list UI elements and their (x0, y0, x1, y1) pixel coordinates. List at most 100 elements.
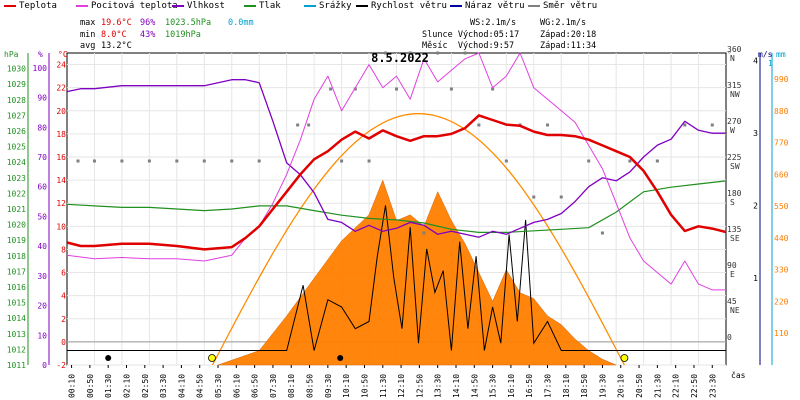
wind-direction-point (477, 123, 481, 127)
pct-tick: 60 (37, 183, 47, 192)
stat-min-temp: 8.0°C (101, 30, 127, 40)
degc-tick: 4 (61, 292, 66, 301)
stat-moonrise: Měsíc Východ:9:57 (422, 41, 515, 51)
degc-tick: 18 (56, 130, 66, 139)
time-tick: 22:50 (690, 374, 699, 398)
pct-axis-label: % (38, 50, 43, 59)
degc-tick: 14 (56, 176, 66, 185)
wind-direction-point (436, 51, 440, 55)
wind-direction-point (384, 51, 388, 55)
stat-ws: WS:2.1m/s (470, 18, 517, 28)
pct-tick: 30 (37, 272, 47, 281)
time-tick: 06:10 (232, 374, 241, 398)
degc-tick: 24 (56, 61, 66, 70)
legend-item-3: Tlak (244, 1, 281, 13)
dir-tick-deg: 135 (727, 225, 742, 234)
series-humidity (66, 79, 726, 238)
legend-item-2: Vlhkost (172, 1, 225, 13)
stat-avg-label: avg (80, 41, 96, 51)
dir-tick-deg: 0 (727, 333, 732, 342)
time-tick: 05:30 (214, 374, 223, 398)
time-tick: 20:50 (635, 374, 644, 398)
degc-axis-label: °C (58, 50, 68, 59)
hpa-tick: 1015 (7, 299, 26, 308)
ms-tick: 4 (753, 56, 758, 65)
legend-swatch (172, 4, 184, 7)
time-tick: 14:10 (452, 374, 461, 398)
stat-max-hum: 96% (140, 18, 156, 28)
stat-sunset: Západ:20:18 (540, 30, 597, 40)
degc-tick: 22 (56, 84, 66, 93)
stat-min-label: min (80, 30, 96, 40)
time-tick: 12:10 (397, 374, 406, 398)
mm-tick: 1 (768, 59, 773, 68)
legend-label: Směr větru (543, 1, 598, 11)
degc-tick: 12 (56, 199, 66, 208)
time-tick: 23:30 (708, 374, 717, 398)
time-tick: 07:30 (269, 374, 278, 398)
legend-swatch (356, 4, 368, 7)
legend-swatch (76, 4, 88, 7)
wind-direction-point (257, 159, 261, 163)
legend-item-6: Náraz větru (450, 1, 525, 13)
stat-sunrise: Slunce Východ:05:17 (422, 30, 520, 40)
time-tick: 17:30 (544, 374, 553, 398)
dir-tick-name: N (730, 54, 735, 63)
dir-tick-deg: 270 (727, 117, 742, 126)
dir-tick-name: NE (730, 306, 740, 315)
time-tick: 00:50 (86, 374, 95, 398)
hpa-tick: 1021 (7, 205, 26, 214)
wind-direction-point (532, 195, 536, 199)
wind-direction-point (600, 231, 604, 235)
wind-direction-point (76, 159, 80, 163)
series-temperature (66, 114, 727, 251)
hpa-tick: 1023 (7, 174, 26, 183)
degc-tick: 0 (61, 338, 66, 347)
hpa-tick: 1019 (7, 236, 26, 245)
pct-tick: 70 (37, 153, 47, 162)
dir-tick-deg: 315 (727, 81, 742, 90)
solar-tick: 770 (774, 139, 789, 148)
stat-avg-temp: 13.2°C (101, 41, 132, 51)
wind-direction-point (422, 231, 426, 235)
legend-item-0: Teplota (4, 1, 57, 13)
time-tick: 18:10 (562, 374, 571, 398)
degc-tick: 8 (61, 245, 66, 254)
time-tick: 15:30 (489, 374, 498, 398)
legend-label: Tlak (259, 1, 281, 11)
dir-tick-name: W (730, 126, 735, 135)
time-tick: 13:30 (434, 374, 443, 398)
solar-tick: 660 (774, 170, 789, 179)
wind-direction-point (504, 159, 508, 163)
time-tick: 04:50 (196, 374, 205, 398)
mm-axis-label: mm (776, 50, 786, 59)
dir-tick-deg: 225 (727, 153, 742, 162)
time-tick: 08:50 (306, 374, 315, 398)
ms-axis-label: m/s (758, 50, 773, 59)
legend-swatch (450, 4, 462, 7)
pct-tick: 40 (37, 242, 47, 251)
legend-label: Rychlost větru (371, 1, 447, 11)
dir-tick-name: SW (730, 162, 740, 171)
pct-tick: 50 (37, 212, 47, 221)
time-tick: 01:30 (104, 374, 113, 398)
pct-tick: 100 (33, 64, 48, 73)
hpa-tick: 1022 (7, 189, 26, 198)
pct-tick: 80 (37, 123, 47, 132)
wind-direction-point (408, 51, 412, 55)
time-tick: 12:50 (415, 374, 424, 398)
stat-wg: WG:2.1m/s (540, 18, 587, 28)
hpa-tick: 1030 (7, 65, 26, 74)
time-tick: 21:30 (653, 374, 662, 398)
wind-direction-point (92, 159, 96, 163)
wind-direction-points (76, 51, 714, 235)
wind-direction-point (147, 159, 151, 163)
hpa-axis-label: hPa (4, 50, 19, 59)
hpa-tick: 1012 (7, 345, 26, 354)
hpa-tick: 1028 (7, 96, 26, 105)
dir-tick-deg: 180 (727, 189, 742, 198)
pct-tick: 90 (37, 94, 47, 103)
pct-tick: 0 (42, 361, 47, 370)
legend-label: Vlhkost (187, 1, 225, 11)
